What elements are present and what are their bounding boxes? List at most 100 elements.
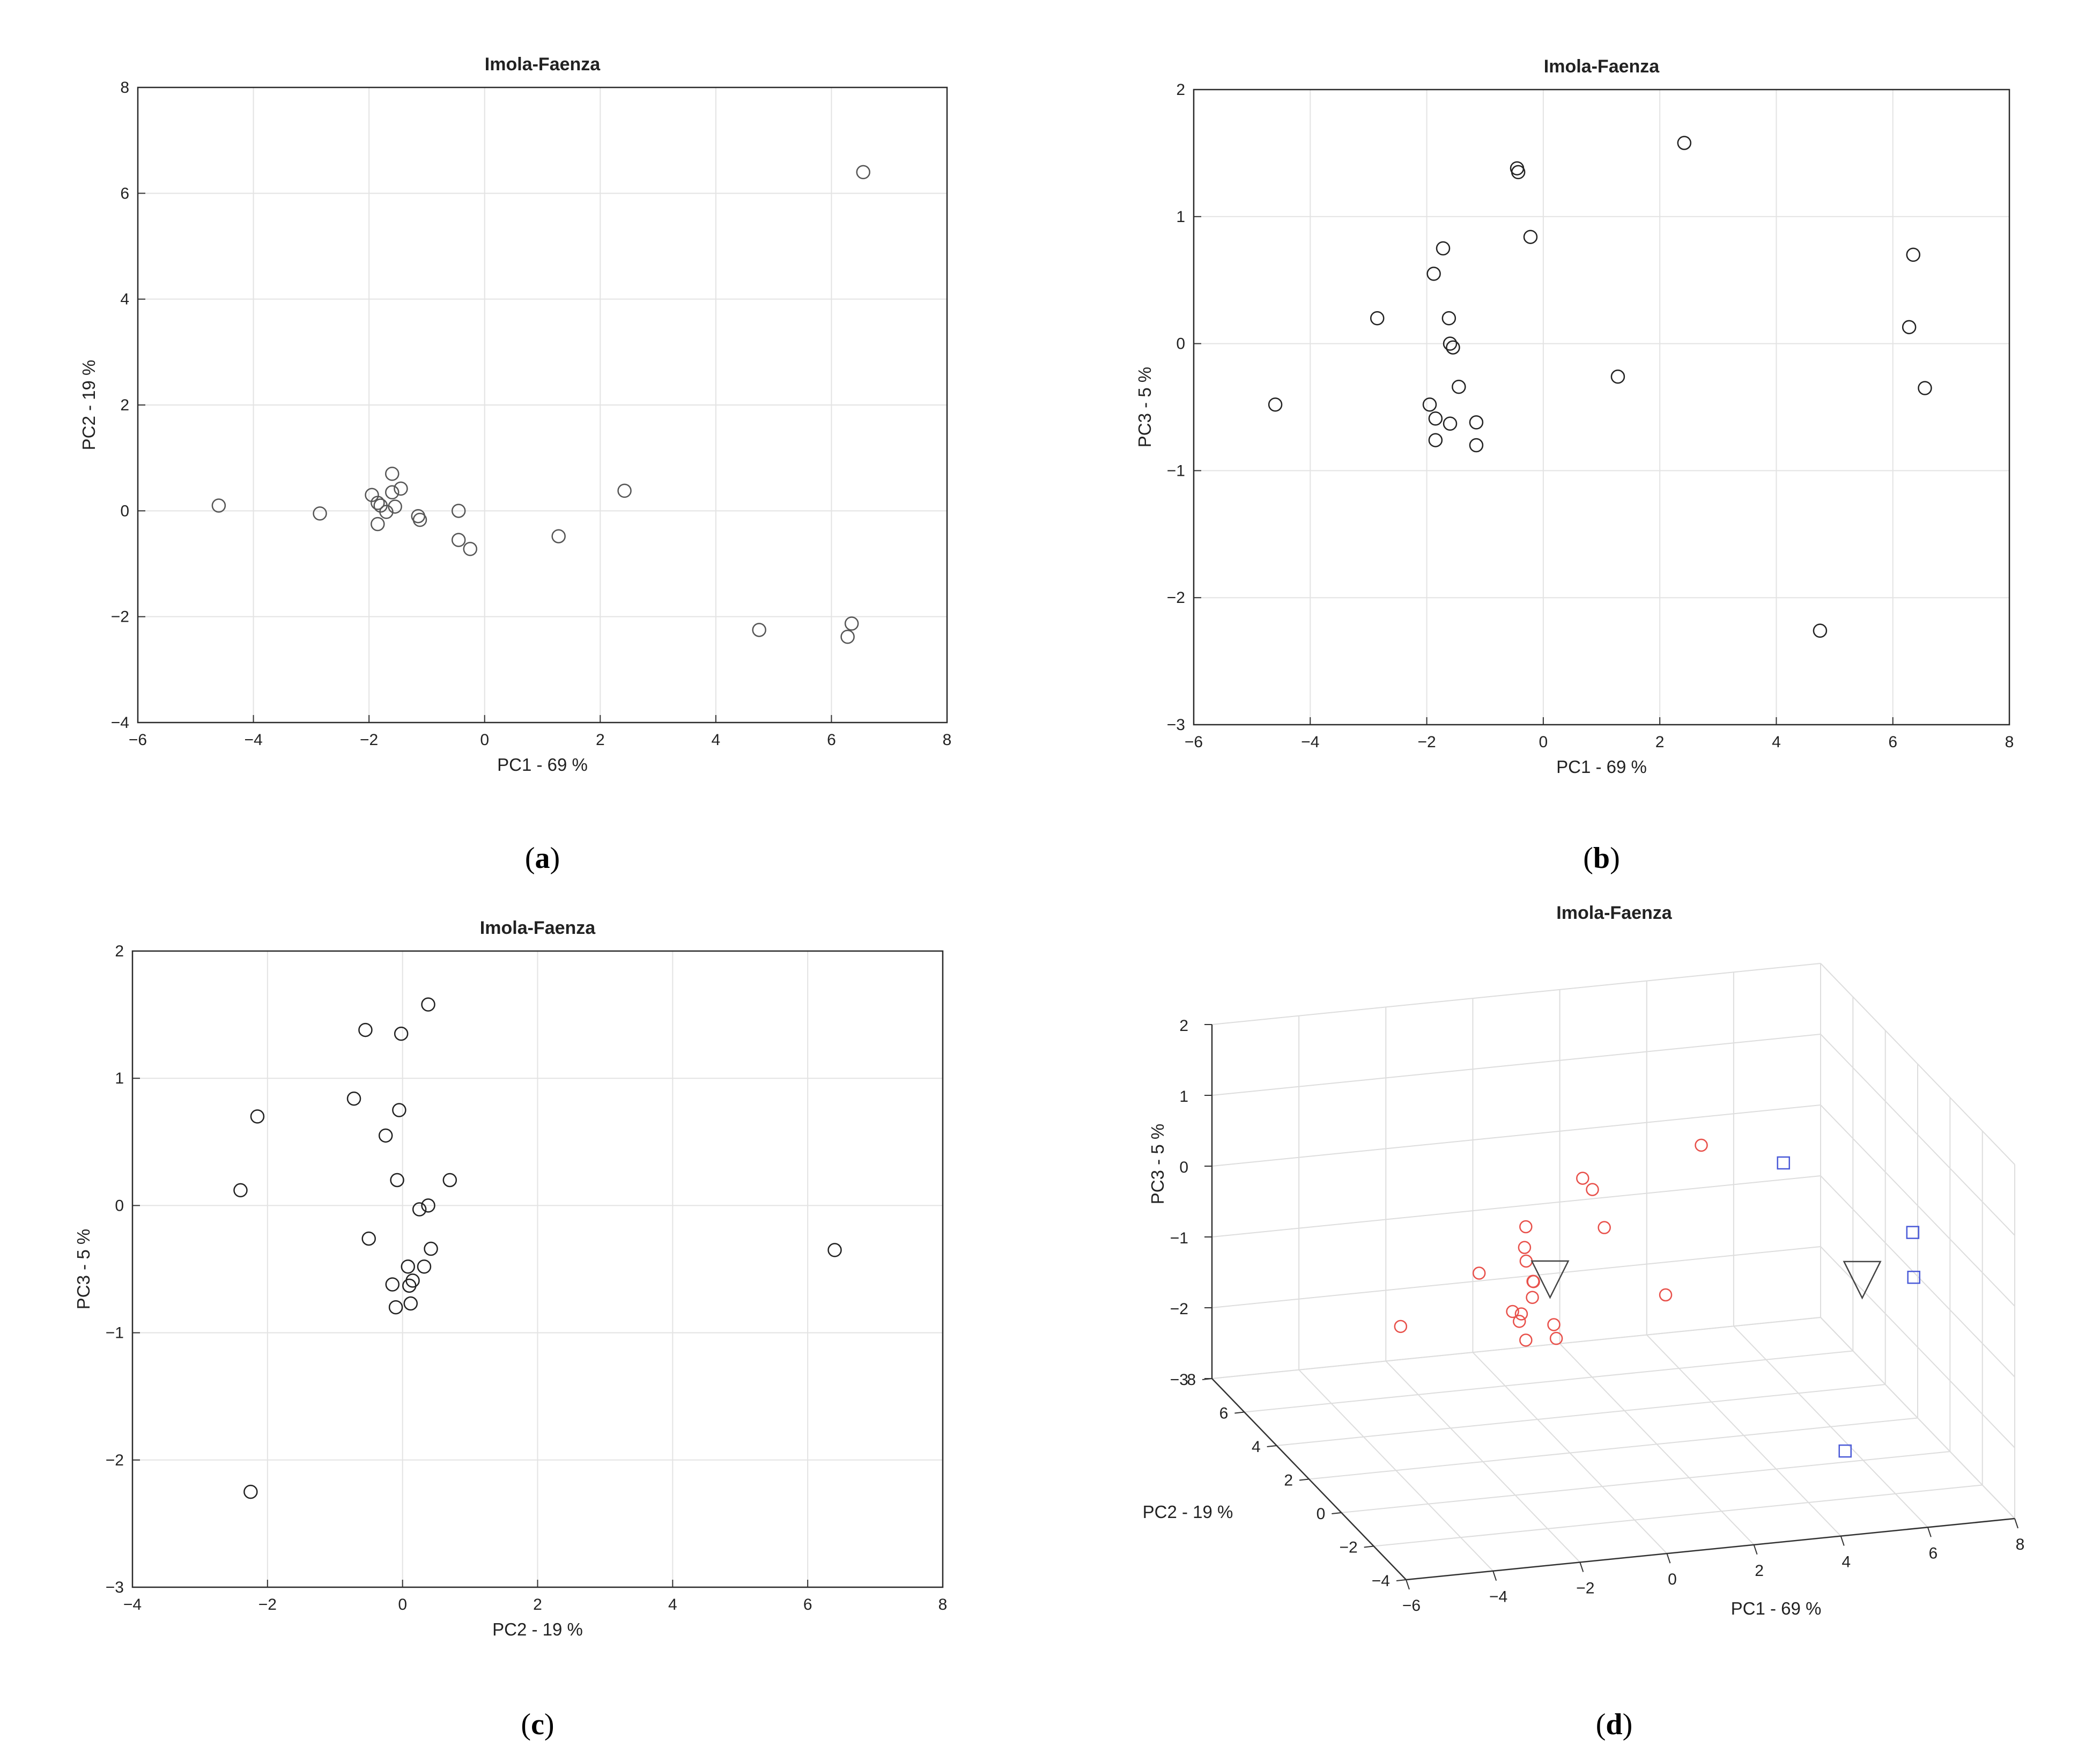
- caption-open-paren: (: [521, 1708, 531, 1741]
- x-tick-label: −2: [1576, 1579, 1594, 1597]
- caption-close-paren: ): [1610, 842, 1620, 875]
- y-tick-label: 6: [120, 185, 129, 202]
- data-point: [1511, 165, 1526, 180]
- grid-line-side-z: [1820, 1104, 2015, 1307]
- data-point: [378, 1128, 393, 1143]
- y-tick-label: −3: [1167, 716, 1185, 734]
- y-tick-label: 4: [1252, 1438, 1261, 1456]
- y-tick-label: −2: [106, 1452, 124, 1469]
- chart-title: Imola-Faenza: [1544, 56, 1660, 77]
- y-tick-label: −4: [1372, 1572, 1390, 1590]
- x-tick-label: −2: [258, 1596, 277, 1614]
- z-tick-label: −2: [1170, 1300, 1188, 1318]
- data-point: [1813, 623, 1828, 638]
- data-point: [379, 505, 394, 519]
- caption-close-paren: ): [544, 1708, 554, 1741]
- y-tick-label: 0: [120, 502, 129, 520]
- caption-letter: b: [1593, 842, 1610, 875]
- data-point: [1519, 1220, 1533, 1234]
- x-tick-label: 8: [943, 731, 952, 749]
- data-point: [243, 1484, 258, 1499]
- data-point: [1469, 438, 1484, 453]
- x-tick-mark: [1579, 1562, 1584, 1572]
- data-point: [551, 529, 566, 543]
- x-tick-label: −4: [244, 731, 262, 749]
- x-axis-label: PC1 - 69 %: [1556, 757, 1647, 777]
- y-tick-mark: [1364, 1545, 1374, 1548]
- caption-open-paren: (: [525, 842, 535, 875]
- data-point: [401, 1259, 415, 1274]
- panel-caption: (c): [521, 1708, 554, 1741]
- data-point: [1443, 336, 1458, 351]
- x-tick-label: 8: [938, 1596, 948, 1614]
- x-tick-mark: [1927, 1527, 1932, 1537]
- x-tick-label: 8: [2016, 1536, 2025, 1553]
- chart-title: Imola-Faenza: [480, 918, 596, 938]
- data-point: [385, 467, 400, 481]
- x-tick-label: 2: [533, 1596, 542, 1614]
- data-point: [1370, 311, 1385, 326]
- data-point: [1518, 1241, 1532, 1254]
- data-point: [1906, 1226, 1920, 1239]
- data-point: [388, 1300, 403, 1315]
- y-tick-label: 0: [1317, 1505, 1326, 1523]
- data-point: [385, 1277, 400, 1292]
- x-tick-label: −6: [129, 731, 147, 749]
- data-point: [1610, 369, 1625, 384]
- plot-area: [1194, 90, 2009, 725]
- y-tick-label: −2: [111, 608, 129, 626]
- data-point: [1777, 1156, 1790, 1170]
- y-tick-label: 8: [1187, 1371, 1196, 1389]
- x-tick-label: −2: [1417, 733, 1436, 751]
- data-point: [1586, 1183, 1599, 1196]
- data-point: [1428, 433, 1443, 447]
- data-point: [752, 623, 766, 637]
- grid-line-floor-y: [1211, 1317, 1821, 1379]
- y-axis-label: PC2 - 19 %: [1143, 1502, 1233, 1522]
- caption-letter: d: [1606, 1708, 1622, 1741]
- y-tick-label: 2: [1176, 81, 1185, 99]
- data-point: [394, 1026, 409, 1041]
- data-point: [1906, 247, 1920, 262]
- z-tick-label: 1: [1179, 1088, 1188, 1106]
- caption-close-paren: ): [550, 842, 560, 875]
- data-point: [388, 499, 402, 514]
- data-point: [827, 1243, 842, 1257]
- data-point: [1446, 340, 1460, 355]
- data-point: [844, 616, 859, 631]
- x-tick-label: −6: [1185, 733, 1203, 751]
- y-axis-label: PC2 - 19 %: [79, 360, 99, 451]
- data-point: [1547, 1318, 1561, 1331]
- x-axis-label: PC1 - 69 %: [1731, 1598, 1822, 1618]
- data-point: [1514, 1307, 1528, 1321]
- grid-line-side-z: [1820, 1175, 2015, 1377]
- caption-close-paren: ): [1623, 1708, 1633, 1741]
- data-point: [211, 498, 226, 513]
- data-point: [1519, 1334, 1533, 1347]
- data-point: [1443, 416, 1458, 431]
- x-axis-label: PC1 - 69 %: [497, 755, 588, 775]
- data-point: [1598, 1221, 1611, 1234]
- data-point: [1428, 411, 1443, 426]
- data-point: [385, 485, 400, 500]
- data-point: [371, 496, 385, 510]
- x-tick-mark: [1492, 1571, 1497, 1581]
- grid-line-back-z: [1211, 1104, 1821, 1167]
- x-axis-line: [1406, 1517, 2015, 1581]
- x-tick-label: 6: [827, 731, 836, 749]
- y-tick-label: 2: [1284, 1472, 1293, 1490]
- grid-line-floor-y: [1341, 1451, 1950, 1513]
- data-point: [403, 1296, 418, 1311]
- grid-line-back-z: [1211, 1034, 1821, 1096]
- y-tick-label: 1: [115, 1070, 124, 1087]
- caption-open-paren: (: [1596, 1708, 1606, 1741]
- x-tick-label: 2: [596, 731, 605, 749]
- x-axis-label: PC2 - 19 %: [492, 1619, 583, 1639]
- data-point: [1526, 1291, 1539, 1304]
- x-tick-label: 4: [712, 731, 721, 749]
- y-tick-label: −2: [1339, 1539, 1357, 1557]
- plot-frame: [131, 950, 944, 1588]
- z-tick-label: 0: [1179, 1159, 1188, 1176]
- data-point: [361, 1231, 376, 1246]
- data-point: [390, 1173, 404, 1188]
